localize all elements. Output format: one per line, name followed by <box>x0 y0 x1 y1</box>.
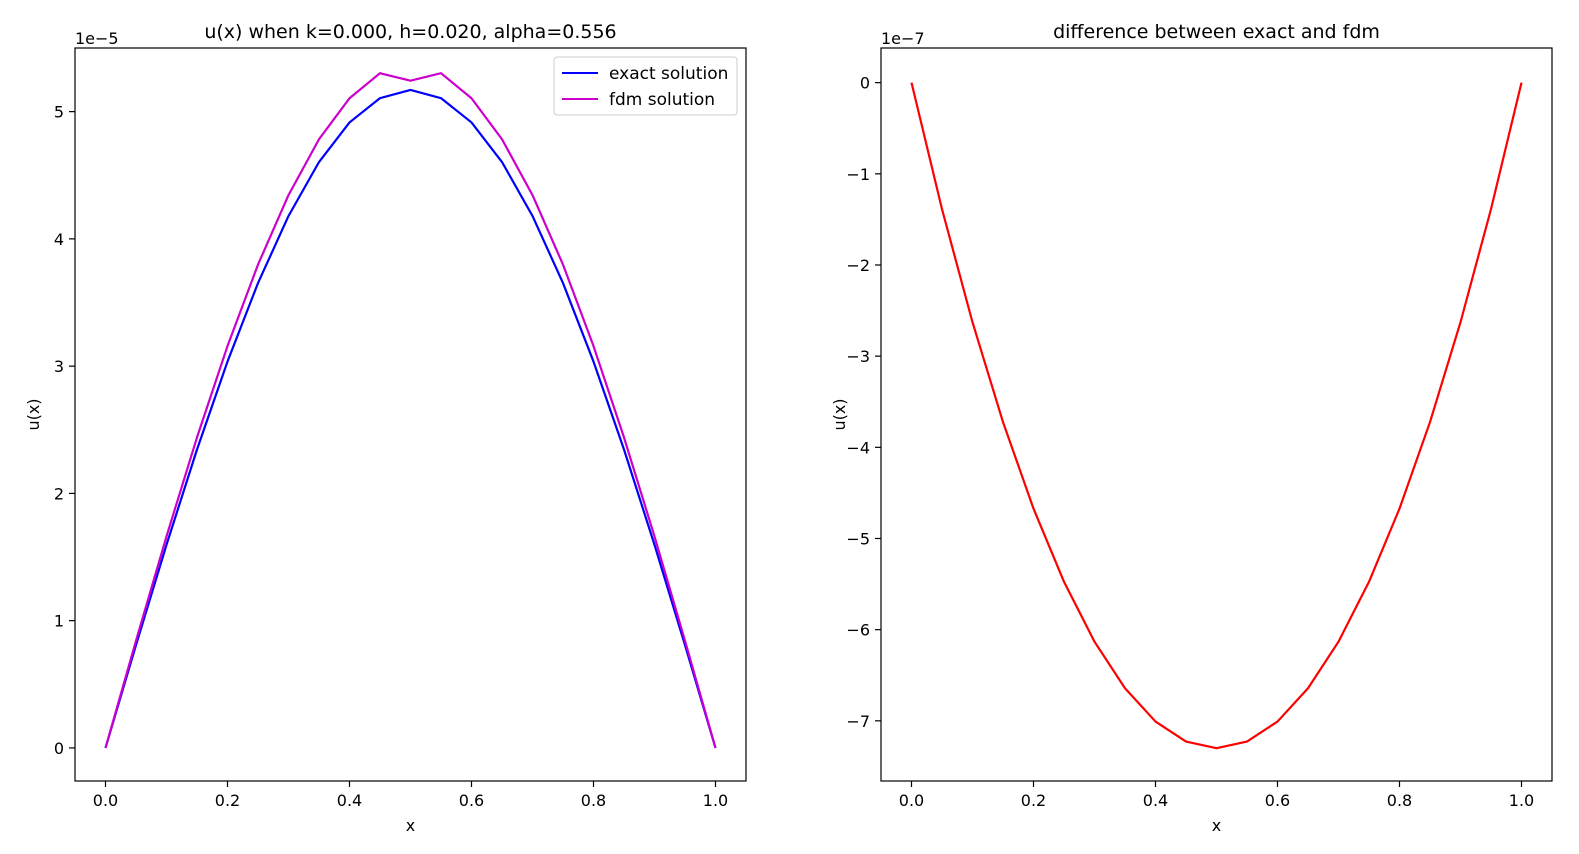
right-plot-frame <box>880 47 1553 782</box>
left-chart-title: u(x) when k=0.000, h=0.020, alpha=0.556 <box>204 21 616 43</box>
y-tick-label: 3 <box>54 357 64 376</box>
y-tick-label: −1 <box>846 165 870 184</box>
series-line-exact-solution <box>104 88 717 749</box>
legend-label-exact: exact solution <box>609 64 728 84</box>
right-y-ticks: 0 −1 −2 −3 −4 −5 −6 −7 <box>846 74 881 731</box>
y-tick-label: 1 <box>54 612 64 631</box>
x-tick-label: 0.6 <box>1265 791 1290 810</box>
x-tick-label: 0.8 <box>581 791 606 810</box>
x-tick-label: 1.0 <box>1509 791 1534 810</box>
right-y-axis-label: u(x) <box>830 398 849 430</box>
x-tick-label: 0.4 <box>337 791 362 810</box>
left-plot-frame <box>74 47 747 782</box>
left-y-ticks: 0 1 2 3 4 5 <box>54 103 75 758</box>
left-y-axis-label: u(x) <box>24 398 43 430</box>
y-tick-label: 2 <box>54 484 64 503</box>
y-tick-label: 4 <box>54 230 64 249</box>
x-tick-label: 0.0 <box>93 791 118 810</box>
left-chart-panel: u(x) when k=0.000, h=0.020, alpha=0.556 … <box>24 21 747 835</box>
legend-label-fdm: fdm solution <box>609 90 715 110</box>
left-y-offset-text: 1e−5 <box>75 29 119 48</box>
series-line-difference <box>910 82 1523 750</box>
y-tick-label: 0 <box>860 74 870 93</box>
y-tick-label: −2 <box>846 256 870 275</box>
y-tick-label: 0 <box>54 739 64 758</box>
y-tick-label: 5 <box>54 103 64 122</box>
right-y-offset-text: 1e−7 <box>881 29 925 48</box>
x-tick-label: 0.8 <box>1387 791 1412 810</box>
right-series-lines <box>910 82 1523 750</box>
x-tick-label: 0.2 <box>215 791 240 810</box>
x-tick-label: 0.4 <box>1143 791 1168 810</box>
left-x-ticks: 0.0 0.2 0.4 0.6 0.8 1.0 <box>93 781 728 810</box>
y-tick-label: −7 <box>846 712 870 731</box>
series-line-fdm-solution <box>104 72 717 749</box>
x-tick-label: 0.0 <box>899 791 924 810</box>
left-series-lines <box>104 72 717 749</box>
y-tick-label: −6 <box>846 621 870 640</box>
right-x-axis-label: x <box>1212 816 1221 835</box>
y-tick-label: −4 <box>846 438 870 457</box>
x-tick-label: 1.0 <box>703 791 728 810</box>
right-chart-title: difference between exact and fdm <box>1053 21 1380 43</box>
left-legend: exact solution fdm solution <box>553 56 738 116</box>
y-tick-label: −3 <box>846 347 870 366</box>
legend-box <box>553 56 738 116</box>
x-tick-label: 0.2 <box>1021 791 1046 810</box>
right-x-ticks: 0.0 0.2 0.4 0.6 0.8 1.0 <box>899 781 1534 810</box>
left-x-axis-label: x <box>406 816 415 835</box>
right-chart-panel: difference between exact and fdm 1e−7 x … <box>830 21 1553 835</box>
x-tick-label: 0.6 <box>459 791 484 810</box>
y-tick-label: −5 <box>846 529 870 548</box>
